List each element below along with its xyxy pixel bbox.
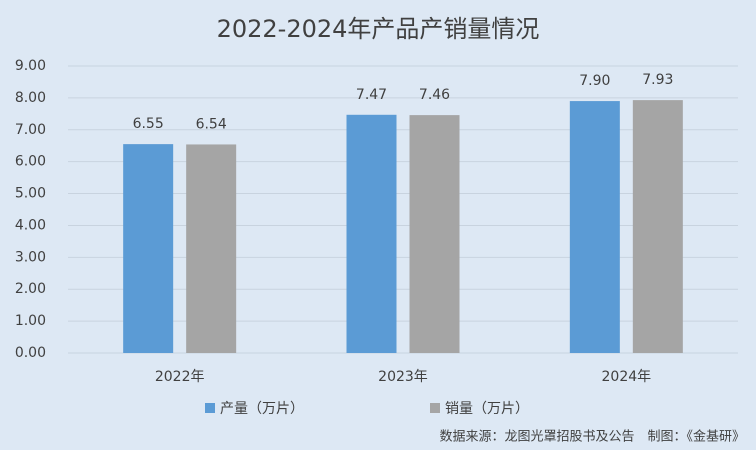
value-label: 6.55 — [133, 116, 164, 132]
bar — [409, 115, 460, 353]
y-tick-label: 1.00 — [15, 313, 46, 329]
x-tick-label: 2024年 — [602, 369, 652, 385]
value-label: 7.93 — [642, 72, 673, 88]
value-label: 7.46 — [419, 87, 450, 103]
bar — [123, 144, 174, 353]
y-tick-label: 7.00 — [15, 122, 46, 138]
y-tick-label: 3.00 — [15, 249, 46, 265]
y-tick-label: 4.00 — [15, 217, 46, 233]
y-tick-label: 8.00 — [15, 90, 46, 106]
y-tick-label: 2.00 — [15, 281, 46, 297]
bar — [632, 100, 683, 353]
bar — [346, 114, 397, 353]
legend-swatch — [205, 403, 215, 413]
bar — [186, 144, 237, 353]
x-tick-label: 2023年 — [378, 369, 428, 385]
legend-label: 产量（万片） — [220, 401, 304, 417]
chart-title: 2022-2024年产品产销量情况 — [217, 15, 540, 43]
legend-label: 销量（万片） — [445, 401, 529, 417]
y-tick-label: 6.00 — [15, 154, 46, 170]
y-tick-label: 0.00 — [15, 345, 46, 361]
y-tick-label: 5.00 — [15, 186, 46, 202]
y-tick-label: 9.00 — [15, 58, 46, 74]
bar — [569, 101, 620, 353]
value-label: 7.90 — [579, 73, 610, 89]
x-tick-label: 2022年 — [155, 369, 205, 385]
value-label: 7.47 — [356, 87, 387, 103]
legend-swatch — [430, 403, 440, 413]
value-label: 6.54 — [196, 116, 227, 132]
source-note: 数据来源：龙图光罩招股书及公告 制图：《金基研》 — [439, 429, 745, 445]
